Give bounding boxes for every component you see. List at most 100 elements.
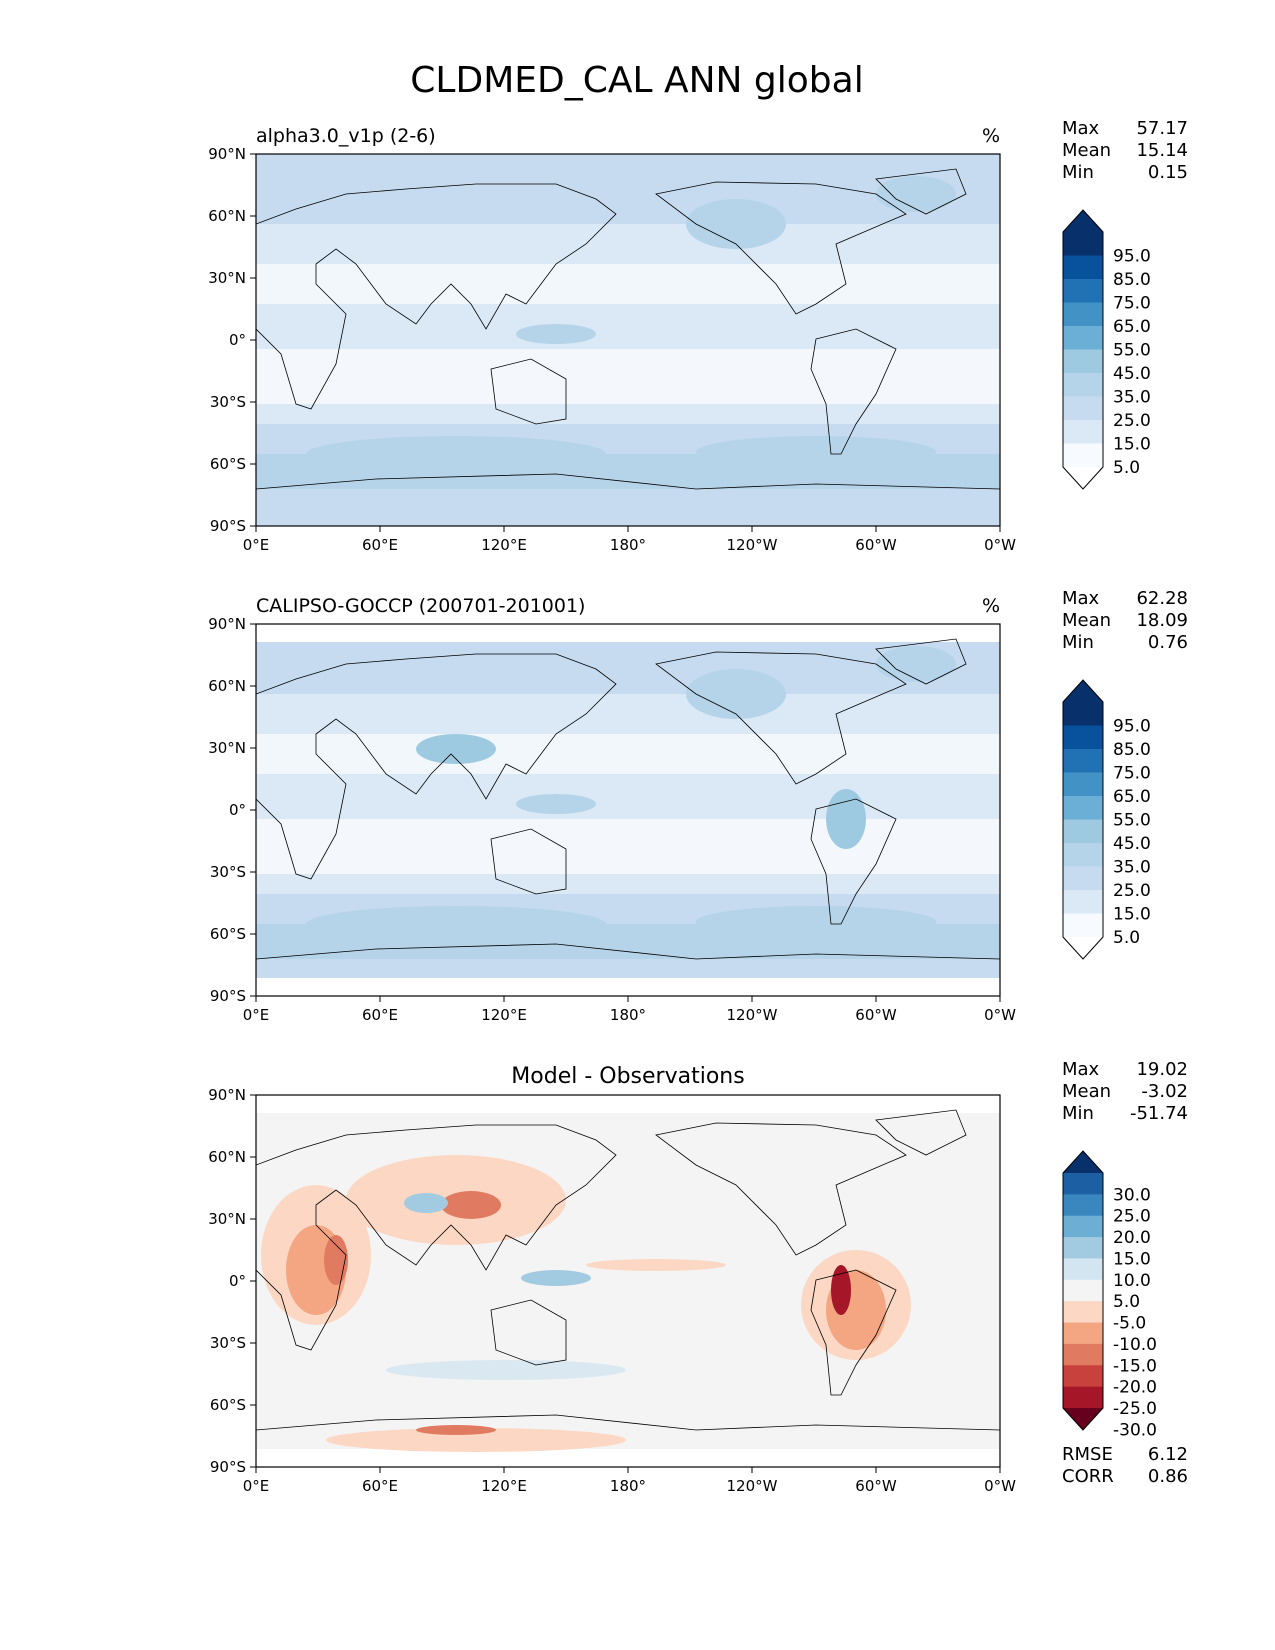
colorbar-segment (1063, 279, 1103, 303)
cloud-band (256, 489, 1000, 526)
colorbar-tick-label: -30.0 (1113, 1420, 1157, 1440)
stat-value: -51.74 (1130, 1103, 1188, 1124)
negative-anomaly-antarctica (326, 1428, 626, 1452)
lat-tick-label: 90°N (208, 145, 246, 163)
cloud-band (256, 694, 1000, 734)
coastline (490, 1299, 567, 1366)
colorbar-tick-label: 15.0 (1113, 435, 1151, 455)
colorbar-segment (1063, 1279, 1103, 1302)
lat-tick-label: 60°N (208, 1148, 246, 1166)
positive-anomaly-southern-ocean (386, 1360, 626, 1380)
cloud-maximum-pacific (686, 669, 786, 719)
lon-tick-label: 0°E (243, 1006, 270, 1024)
cloud-band (256, 154, 1000, 224)
stat-label: Mean (1062, 610, 1111, 631)
negative-anomaly-itcz (586, 1259, 726, 1271)
colorbar-tick-label: 30.0 (1113, 1185, 1151, 1205)
stat-value: 15.14 (1136, 140, 1188, 161)
cloud-maximum-andes (826, 789, 866, 849)
colorbar-tick-label: 35.0 (1113, 388, 1151, 408)
coastline (810, 328, 897, 455)
stat-label: Max (1062, 1059, 1100, 1080)
stat-value: 62.28 (1136, 588, 1188, 609)
lon-tick-label: 0°W (984, 536, 1016, 554)
lon-tick-label: 60°E (362, 1477, 398, 1495)
lon-tick-label: 120°W (727, 1477, 778, 1495)
colorbar-segment (1063, 1386, 1103, 1409)
coastline (810, 1269, 897, 1396)
colorbar-segment (1063, 702, 1103, 726)
coastline (655, 651, 907, 785)
coastline (490, 358, 567, 425)
lon-tick-label: 0°E (243, 536, 270, 554)
coastline (256, 473, 1000, 490)
colorbar-segment (1063, 843, 1103, 867)
cloud-band (256, 774, 1000, 819)
cloud-maximum-southern-ocean (696, 436, 936, 468)
colorbar-tick-label: 25.0 (1113, 1207, 1151, 1227)
colorbar-tick-label: -15.0 (1113, 1356, 1157, 1376)
colorbar-tick-label: 75.0 (1113, 764, 1151, 784)
stat-label: Min (1062, 632, 1094, 653)
panel-title: Model - Observations (511, 1064, 744, 1089)
coastline (875, 638, 967, 685)
lat-tick-label: 0° (229, 801, 246, 819)
colorbar-tick-label: 15.0 (1113, 905, 1151, 925)
stat-label: CORR (1062, 1466, 1114, 1487)
lon-tick-label: 60°W (855, 1006, 897, 1024)
coastline (490, 828, 567, 895)
colorbar-segment (1063, 1365, 1103, 1388)
colorbar-tick-label: 85.0 (1113, 740, 1151, 760)
cloud-maximum-greenland (876, 646, 956, 682)
cloud-band (256, 349, 1000, 404)
colorbar-tick-label: 10.0 (1113, 1271, 1151, 1291)
coastline (810, 798, 897, 925)
colorbar-tick-label: 95.0 (1113, 717, 1151, 737)
colorbar-tick-label: 45.0 (1113, 364, 1151, 384)
cloud-band (256, 404, 1000, 424)
colorbar-segment (1063, 890, 1103, 914)
negative-anomaly-andes (831, 1265, 851, 1315)
colorbar-tick-label: 5.0 (1113, 1292, 1140, 1312)
colorbar: 95.0 85.0 75.0 65.0 55.0 45.0 35.0 25.0 15.0 5.0 (1062, 679, 1151, 960)
lat-tick-label: 30°N (208, 269, 246, 287)
colorbar-segment (1063, 1194, 1103, 1217)
lon-tick-label: 60°W (855, 1477, 897, 1495)
lat-tick-label: 90°N (208, 615, 246, 633)
stat-value: -3.02 (1141, 1081, 1188, 1102)
colorbar-segment (1063, 1237, 1103, 1259)
coastline (256, 653, 617, 880)
lat-tick-label: 60°N (208, 207, 246, 225)
lat-tick-label: 90°S (210, 517, 246, 535)
lat-tick-label: 60°S (210, 1396, 246, 1414)
stat-label: Mean (1062, 1081, 1111, 1102)
lon-tick-label: 0°W (984, 1006, 1016, 1024)
cloud-band (256, 264, 1000, 304)
colorbar-segment (1063, 913, 1103, 938)
positive-anomaly-pacific (521, 1270, 591, 1286)
colorbar-tick-label: 75.0 (1113, 294, 1151, 314)
cloud-maximum-tibet (416, 734, 496, 764)
lat-tick-label: 30°N (208, 1210, 246, 1228)
lat-tick-label: 90°S (210, 1458, 246, 1476)
colorbar-tick-label: -5.0 (1113, 1314, 1146, 1334)
lon-tick-label: 60°E (362, 536, 398, 554)
colorbar-outline (1062, 209, 1104, 490)
colorbar-outline (1062, 1150, 1104, 1431)
colorbar-tick-label: 55.0 (1113, 341, 1151, 361)
lat-tick-label: 60°S (210, 925, 246, 943)
map-field (255, 1094, 1001, 1468)
colorbar-segment (1063, 819, 1103, 844)
stat-value: 0.76 (1148, 632, 1188, 653)
panel-title: alpha3.0_v1p (2-6) (256, 125, 436, 147)
lon-tick-label: 120°W (727, 536, 778, 554)
colorbar-tick-label: 25.0 (1113, 881, 1151, 901)
lat-tick-label: 0° (229, 1272, 246, 1290)
stat-label: Mean (1062, 140, 1111, 161)
colorbar-segment (1063, 866, 1103, 891)
stat-label: Max (1062, 118, 1100, 139)
lat-tick-label: 90°S (210, 987, 246, 1005)
colorbar-tick-label: 5.0 (1113, 458, 1140, 478)
lat-tick-label: 30°S (210, 863, 246, 881)
